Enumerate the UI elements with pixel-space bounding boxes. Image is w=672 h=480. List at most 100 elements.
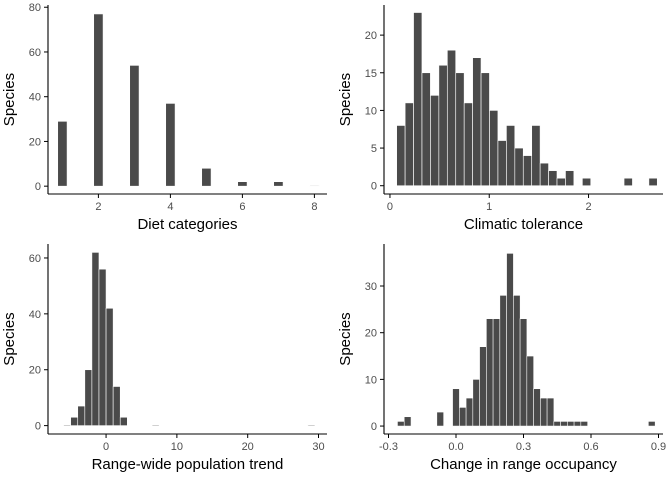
x-axis-title: Diet categories xyxy=(137,216,237,233)
bar xyxy=(540,397,548,427)
x-axis-title: Change in range occupancy xyxy=(430,456,617,473)
bar xyxy=(472,379,480,427)
bar xyxy=(489,110,499,187)
bar xyxy=(77,405,86,426)
bar xyxy=(565,170,575,187)
bars xyxy=(63,252,316,426)
x-tick-label: 2 xyxy=(585,201,591,213)
bar xyxy=(201,167,212,187)
y-tick-label: 60 xyxy=(29,253,41,265)
bar xyxy=(480,72,490,187)
x-axis-title: Range-wide population trend xyxy=(92,456,284,473)
bar xyxy=(513,295,521,427)
bar xyxy=(397,421,405,427)
bar xyxy=(70,416,79,426)
bar xyxy=(309,185,320,187)
bar xyxy=(472,57,482,187)
bar xyxy=(129,65,140,187)
y-tick-label: 0 xyxy=(35,421,41,433)
x-tick-label: 6 xyxy=(239,201,245,213)
bar xyxy=(105,307,114,426)
y-tick-label: 60 xyxy=(29,47,41,59)
x-tick-label: 2 xyxy=(95,201,101,213)
y-tick-label: 10 xyxy=(365,374,377,386)
y-tick-label: 0 xyxy=(371,421,377,433)
bar xyxy=(63,424,71,426)
bar xyxy=(421,72,431,187)
bar xyxy=(430,95,440,187)
x-tick-label: 0 xyxy=(387,201,393,213)
x-axis-title: Climatic tolerance xyxy=(464,216,583,233)
y-tick-label: 15 xyxy=(365,68,377,80)
bar xyxy=(492,318,501,427)
bar xyxy=(580,421,588,427)
bar xyxy=(486,318,494,427)
bar xyxy=(273,181,284,187)
bar xyxy=(57,121,68,187)
bar xyxy=(623,177,633,187)
bar xyxy=(436,411,444,427)
bar xyxy=(112,386,121,426)
bar xyxy=(165,103,176,187)
bar xyxy=(396,125,406,187)
bar xyxy=(452,388,460,427)
y-tick-label: 20 xyxy=(29,136,41,148)
bars xyxy=(57,13,320,187)
y-tick-label: 20 xyxy=(29,365,41,377)
bar xyxy=(307,424,316,426)
bar xyxy=(526,355,534,427)
x-tick-label: 8 xyxy=(311,201,317,213)
x-tick-label: 4 xyxy=(167,201,173,213)
y-tick-label: 0 xyxy=(35,181,41,193)
y-axis-title: Species xyxy=(337,73,354,126)
bar xyxy=(438,64,448,187)
bar xyxy=(531,125,541,187)
x-tick-label: -0.3 xyxy=(379,441,398,453)
bar xyxy=(648,421,656,427)
y-tick-label: 20 xyxy=(365,30,377,42)
bar xyxy=(447,49,457,187)
bar xyxy=(463,102,473,187)
x-tick-label: 0.9 xyxy=(651,441,666,453)
y-axis-title: Species xyxy=(1,73,18,126)
y-tick-label: 40 xyxy=(29,92,41,104)
bar xyxy=(84,369,93,426)
bar xyxy=(119,416,128,426)
bar xyxy=(499,295,507,427)
bar xyxy=(506,125,516,187)
bar xyxy=(98,268,107,426)
bar xyxy=(548,170,558,187)
bars xyxy=(397,253,656,427)
bar xyxy=(455,72,465,187)
bar xyxy=(522,155,532,187)
bar xyxy=(546,397,555,427)
bar xyxy=(237,181,248,187)
bar xyxy=(403,416,412,427)
x-tick-label: 0.6 xyxy=(583,441,598,453)
bar xyxy=(151,424,160,426)
x-tick-label: 30 xyxy=(312,441,324,453)
panel-range-occupancy: -0.3 0.0 0.3 0.6 0.9 0 10 20 30 Change in range o… xyxy=(337,244,666,473)
y-axis-title: Species xyxy=(337,312,354,365)
x-tick-label: 20 xyxy=(242,441,254,453)
bar xyxy=(465,397,474,427)
y-tick-label: 10 xyxy=(365,105,377,117)
bar xyxy=(506,253,514,427)
bar xyxy=(497,140,507,187)
bar xyxy=(93,13,104,187)
bar xyxy=(556,177,566,187)
bars xyxy=(396,12,658,187)
y-tick-label: 5 xyxy=(371,143,377,155)
y-tick-label: 30 xyxy=(365,281,377,293)
bar xyxy=(514,147,524,187)
bar xyxy=(479,346,487,427)
bar xyxy=(539,162,549,187)
bar xyxy=(519,318,528,427)
x-tick-label: 0.3 xyxy=(516,441,531,453)
x-tick-label: 10 xyxy=(171,441,183,453)
bar xyxy=(91,252,100,426)
bar xyxy=(560,421,568,427)
x-tick-label: 1 xyxy=(486,201,492,213)
